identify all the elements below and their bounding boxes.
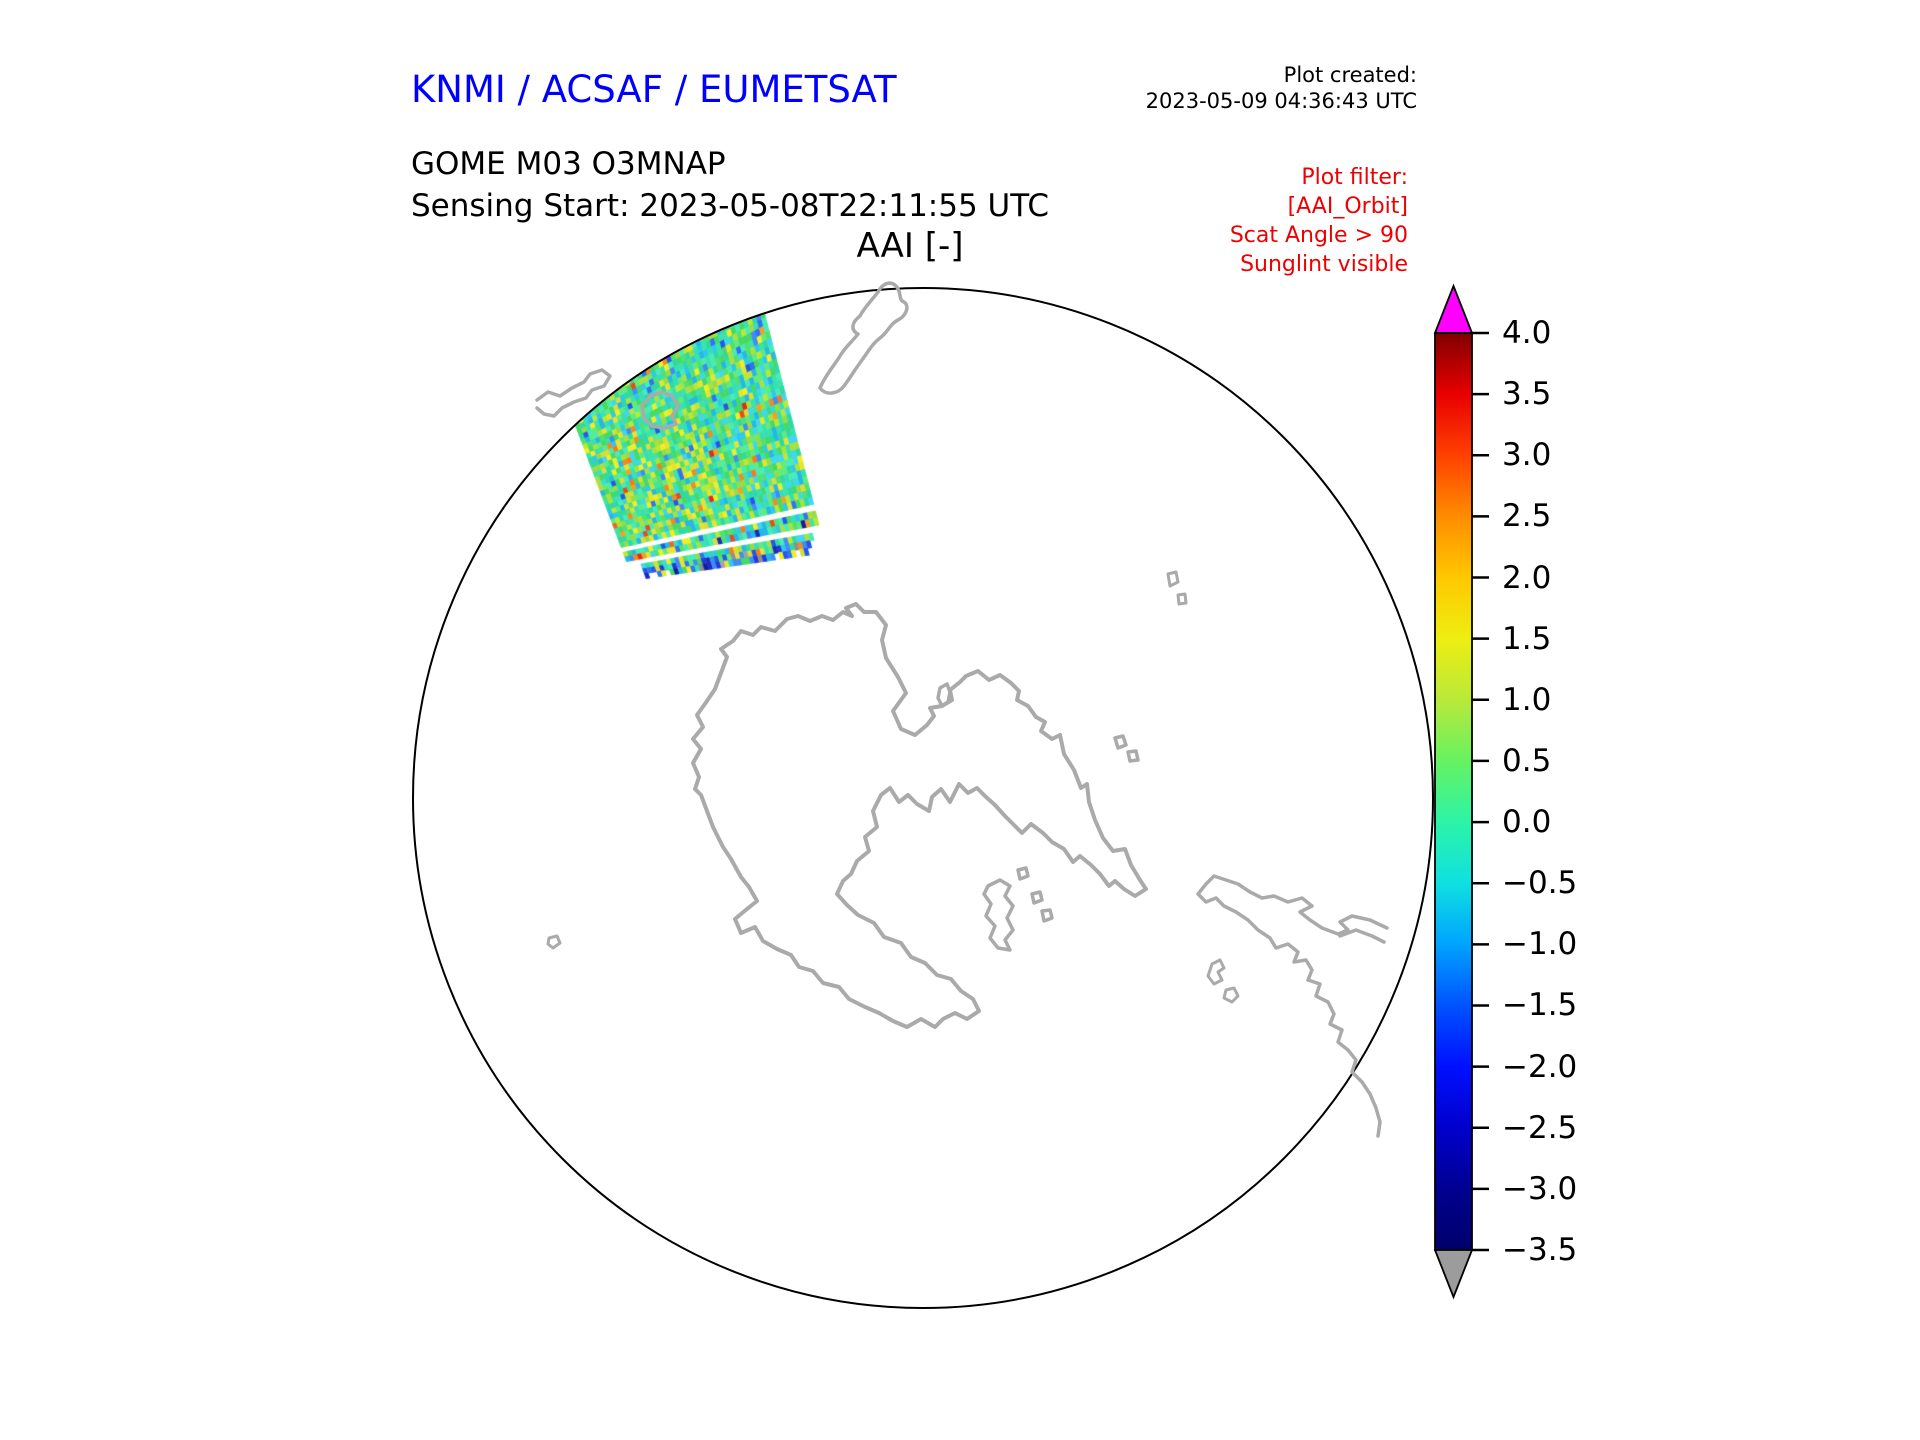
top-island-outline	[818, 281, 909, 395]
antarctica-coastline	[691, 602, 1148, 1029]
plot-filter-line: [AAI_Orbit]	[1287, 194, 1408, 219]
colorbar-tick-label: 3.0	[1502, 437, 1552, 474]
colorbar-tick-label: 2.5	[1502, 498, 1552, 535]
colorbar-tick-label: 1.5	[1502, 620, 1552, 657]
colorbar-tick-label: 1.0	[1502, 681, 1552, 718]
colorbar-tick-label: −1.0	[1502, 926, 1578, 963]
colorbar-tick-label: −3.5	[1502, 1232, 1578, 1268]
colorbar-tick-label: 0.5	[1502, 742, 1552, 779]
colorbar-tick-label: 4.0	[1502, 315, 1552, 351]
colorbar-tick-label: −1.5	[1502, 987, 1578, 1024]
colorbar-tick-label: 3.5	[1502, 376, 1552, 413]
map-title: AAI [-]	[856, 226, 964, 266]
map-boundary-circle	[412, 287, 1434, 1309]
peninsula-islands-outline	[982, 734, 1140, 952]
small-island-outline	[546, 934, 562, 950]
colorbar-under-range-arrow	[1433, 1249, 1474, 1300]
product-title: GOME M03 O3MNAP	[411, 146, 726, 182]
plot-created-time: 2023-05-09 04:36:43 UTC	[1145, 89, 1417, 113]
colorbar-tick-label: −2.0	[1502, 1048, 1578, 1085]
colorbar-tick-label: 2.0	[1502, 559, 1552, 596]
plot-filter-line: Sunglint visible	[1240, 252, 1408, 277]
agency-title: KNMI / ACSAF / EUMETSAT	[411, 68, 897, 111]
plot-created-block: Plot created: 2023-05-09 04:36:43 UTC	[1146, 62, 1417, 114]
colorbar-tick-label: −2.5	[1502, 1109, 1578, 1146]
colorbar-tick-label: 0.0	[1502, 804, 1552, 841]
south-america-coastline	[1196, 874, 1389, 1138]
plot-filter-block: Plot filter: [AAI_Orbit] Scat Angle > 90…	[1230, 163, 1408, 279]
south-georgia-coastline	[535, 368, 612, 418]
plot-filter-title: Plot filter:	[1301, 165, 1408, 190]
tierra-del-fuego-islands-outline	[1206, 958, 1240, 1004]
plot-filter-line: Scat Angle > 90	[1229, 223, 1408, 248]
south-sandwich-islands-outline	[1166, 570, 1188, 606]
colorbar-gradient-bar	[1434, 332, 1473, 1251]
bay-island-outline	[936, 682, 952, 708]
colorbar-tick-label: −0.5	[1502, 865, 1578, 902]
colorbar-ticks	[1472, 331, 1489, 1252]
colorbar-over-range-arrow	[1433, 283, 1474, 334]
colorbar-tick-label: −3.0	[1502, 1170, 1578, 1207]
south-georgia-island-outline	[640, 390, 680, 430]
plot-created-label: Plot created:	[1283, 63, 1417, 87]
colorbar	[1433, 283, 1489, 1300]
sensing-start-line: Sensing Start: 2023-05-08T22:11:55 UTC	[411, 188, 1049, 224]
